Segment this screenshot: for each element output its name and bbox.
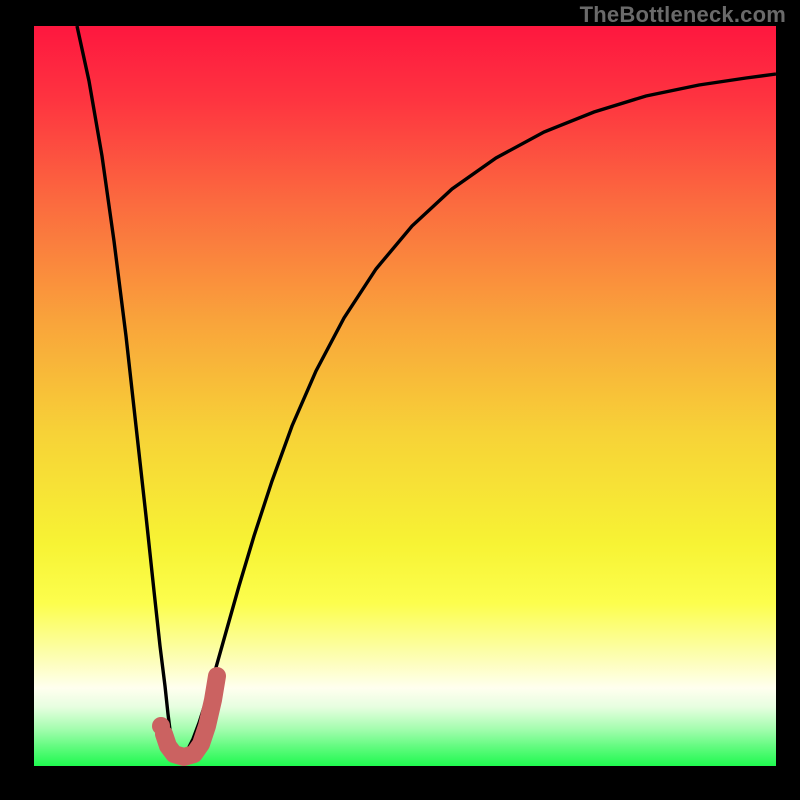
watermark-label: TheBottleneck.com	[580, 2, 786, 28]
bottleneck-chart	[0, 0, 800, 800]
chart-frame: TheBottleneck.com	[0, 0, 800, 800]
current-config-marker-dot	[152, 717, 170, 735]
plot-background	[34, 26, 776, 766]
